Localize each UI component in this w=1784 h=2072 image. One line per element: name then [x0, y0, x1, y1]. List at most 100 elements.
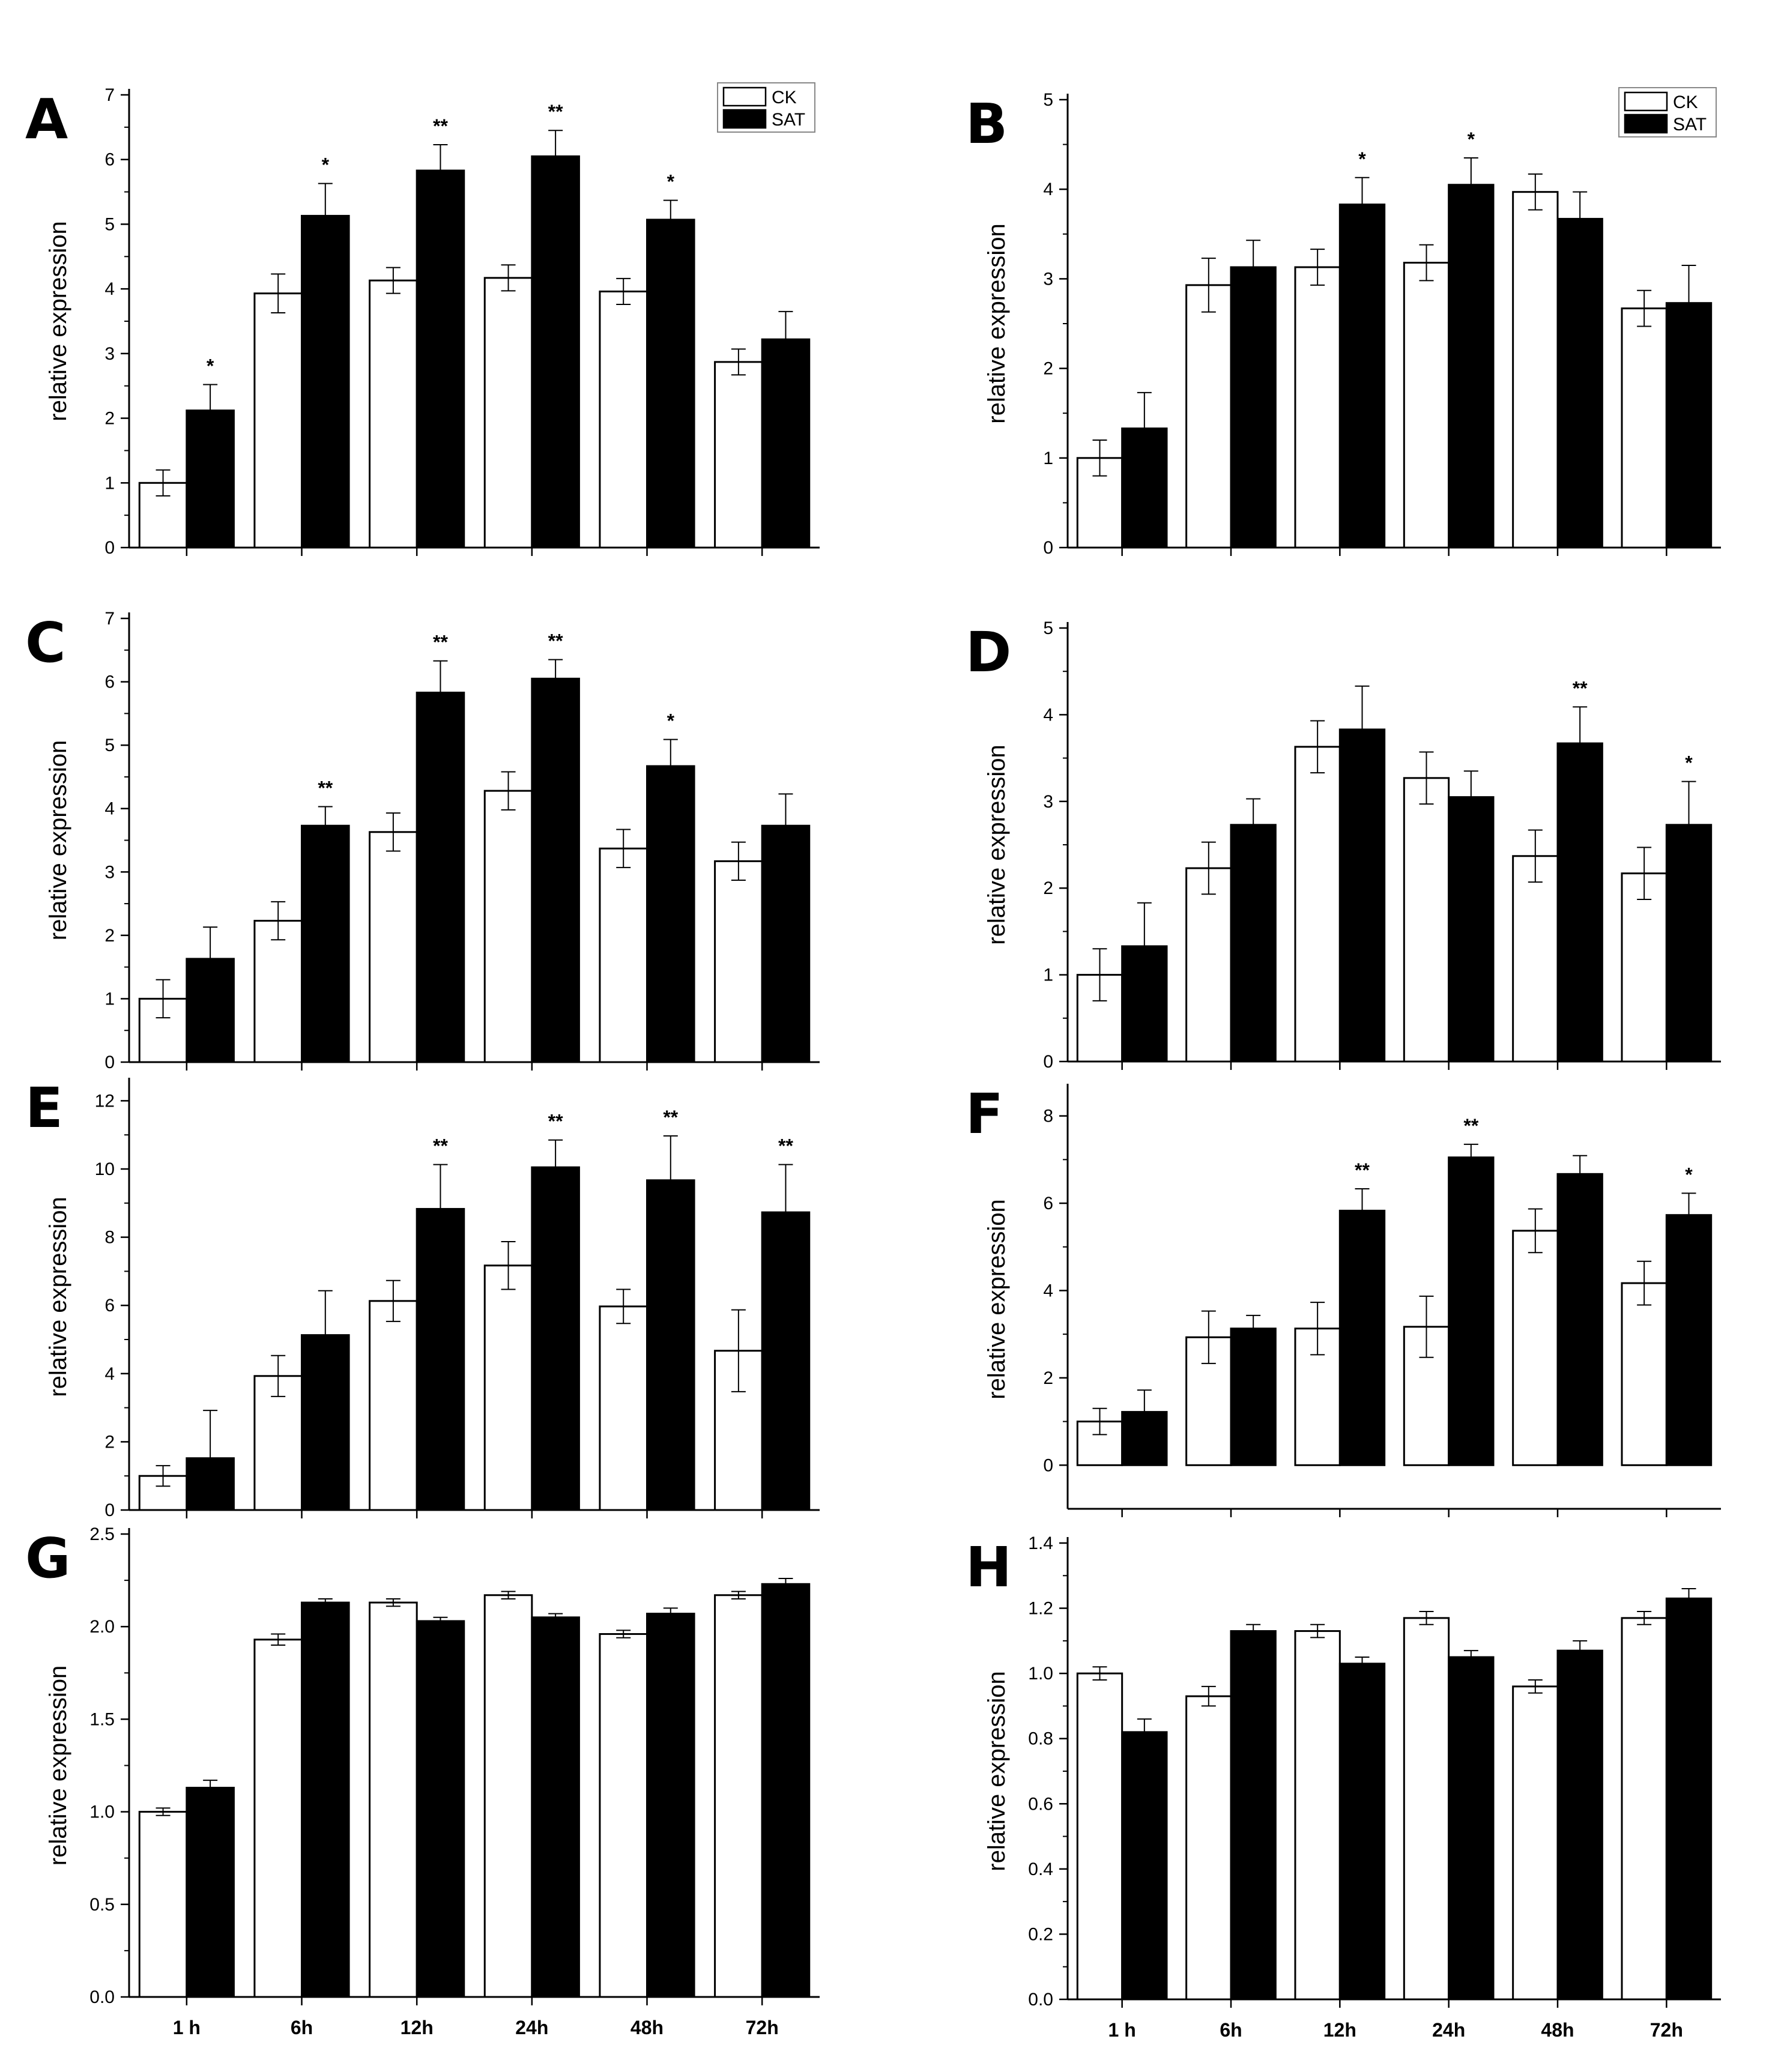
significance-label: **: [548, 101, 563, 122]
bar-ck: [1403, 1617, 1450, 2001]
bar-sat: [1665, 1597, 1713, 2001]
y-tick-label: 0: [104, 538, 115, 558]
y-tick-label: 1.4: [1028, 1533, 1053, 1553]
bar-ck: [1403, 262, 1450, 549]
bar-sat: [1448, 1656, 1495, 2001]
x-tick-label: 12h: [401, 2017, 434, 2038]
bar-sat: [1556, 1649, 1603, 2001]
y-tick-label: 3: [104, 344, 115, 364]
bar-sat: [1556, 1173, 1603, 1466]
significance-label: *: [1468, 128, 1475, 150]
bar-sat: [531, 1616, 580, 1998]
chart-panel-h: H 0.0 0.2 0.4 0.6 0.8 1.0 1.2 1.4 relative expres…: [966, 1533, 1721, 2041]
y-tick-label: 4: [104, 1364, 115, 1384]
y-axis-label: relative expression: [45, 1197, 71, 1397]
bar-sat: [301, 824, 350, 1063]
bar-sat: [531, 1166, 580, 1511]
bar-sat: [301, 1601, 350, 1998]
bar-ck: [714, 1594, 763, 1998]
y-tick-label: 3: [104, 862, 115, 882]
bar-ck: [1294, 746, 1341, 1063]
legend-swatch: [1624, 113, 1668, 134]
significance-label: **: [548, 1111, 563, 1132]
legend-label: CK: [772, 88, 797, 107]
bar-sat: [531, 677, 580, 1063]
significance-label: *: [1358, 148, 1366, 170]
panel-label: C: [25, 611, 66, 675]
y-tick-label: 6: [104, 672, 115, 692]
y-axis-label: relative expression: [984, 745, 1010, 945]
significance-label: *: [207, 355, 214, 377]
bar-sat: [761, 1583, 811, 1998]
significance-label: **: [663, 1107, 678, 1128]
y-tick-label: 1: [1043, 449, 1053, 468]
bar-ck: [1403, 777, 1450, 1063]
bar-ck: [1621, 1617, 1668, 2001]
bar-sat: [1338, 1209, 1386, 1466]
y-tick-label: 10: [95, 1159, 115, 1179]
bar-ck: [714, 860, 763, 1063]
bar-ck: [599, 290, 649, 549]
y-tick-label: 2: [1043, 878, 1053, 898]
bar-ck: [253, 1375, 303, 1511]
y-tick-label: 0: [104, 1500, 115, 1520]
significance-label: **: [433, 632, 448, 653]
y-tick-label: 7: [104, 85, 115, 105]
bar-ck: [599, 847, 649, 1063]
bar-sat: [646, 1179, 695, 1511]
x-tick-label: 48h: [630, 2017, 664, 2038]
bar-ck: [1294, 1630, 1341, 2001]
bar-ck: [1403, 1326, 1450, 1466]
y-tick-label: 0: [1043, 1455, 1053, 1475]
bar-ck: [369, 1300, 418, 1511]
y-tick-label: 3: [1043, 269, 1053, 289]
y-tick-label: 2: [104, 926, 115, 946]
y-tick-label: 2: [1043, 1368, 1053, 1388]
y-tick-label: 4: [104, 799, 115, 819]
y-tick-label: 0.0: [1028, 1990, 1053, 2010]
y-tick-label: 0: [1043, 1052, 1053, 1072]
bar-ck: [1294, 266, 1341, 549]
x-tick-label: 6h: [1220, 2019, 1242, 2041]
y-tick-label: 3: [1043, 792, 1053, 812]
bar-ck: [483, 1594, 533, 1998]
significance-label: **: [318, 778, 333, 799]
bar-sat: [1665, 302, 1713, 549]
y-tick-label: 4: [1043, 1281, 1053, 1300]
bar-ck: [369, 831, 418, 1063]
bar-ck: [714, 361, 763, 549]
panel-label: F: [966, 1082, 1003, 1146]
bar-ck: [483, 790, 533, 1063]
bar-ck: [1512, 855, 1559, 1063]
y-tick-label: 7: [104, 609, 115, 629]
y-tick-label: 6: [1043, 1194, 1053, 1213]
bar-sat: [1665, 1214, 1713, 1466]
y-tick-label: 0.4: [1028, 1859, 1053, 1879]
x-tick-label: 12h: [1323, 2019, 1356, 2041]
bar-sat: [1230, 824, 1277, 1063]
bar-sat: [1556, 217, 1603, 549]
significance-label: **: [433, 115, 448, 137]
x-tick-label: 72h: [746, 2017, 779, 2038]
x-tick-label: 6h: [291, 2017, 313, 2038]
bar-sat: [416, 1207, 465, 1511]
bar-sat: [301, 214, 350, 549]
legend-label: CK: [1673, 92, 1698, 112]
bar-sat: [761, 338, 811, 549]
significance-label: **: [548, 630, 563, 652]
significance-label: *: [322, 154, 330, 176]
bar-ck: [1512, 1685, 1559, 2001]
y-tick-label: 0.8: [1028, 1729, 1053, 1749]
bar-ck: [1185, 867, 1232, 1063]
bar-sat: [1338, 204, 1386, 549]
y-tick-label: 6: [104, 150, 115, 170]
y-axis-label: relative expression: [45, 221, 71, 421]
x-tick-label: 1 h: [1108, 2019, 1136, 2041]
bar-sat: [1230, 266, 1277, 549]
y-axis-label: relative expression: [984, 223, 1010, 424]
y-tick-label: 1: [104, 989, 115, 1009]
y-tick-label: 5: [104, 214, 115, 234]
bar-ck: [253, 292, 303, 549]
